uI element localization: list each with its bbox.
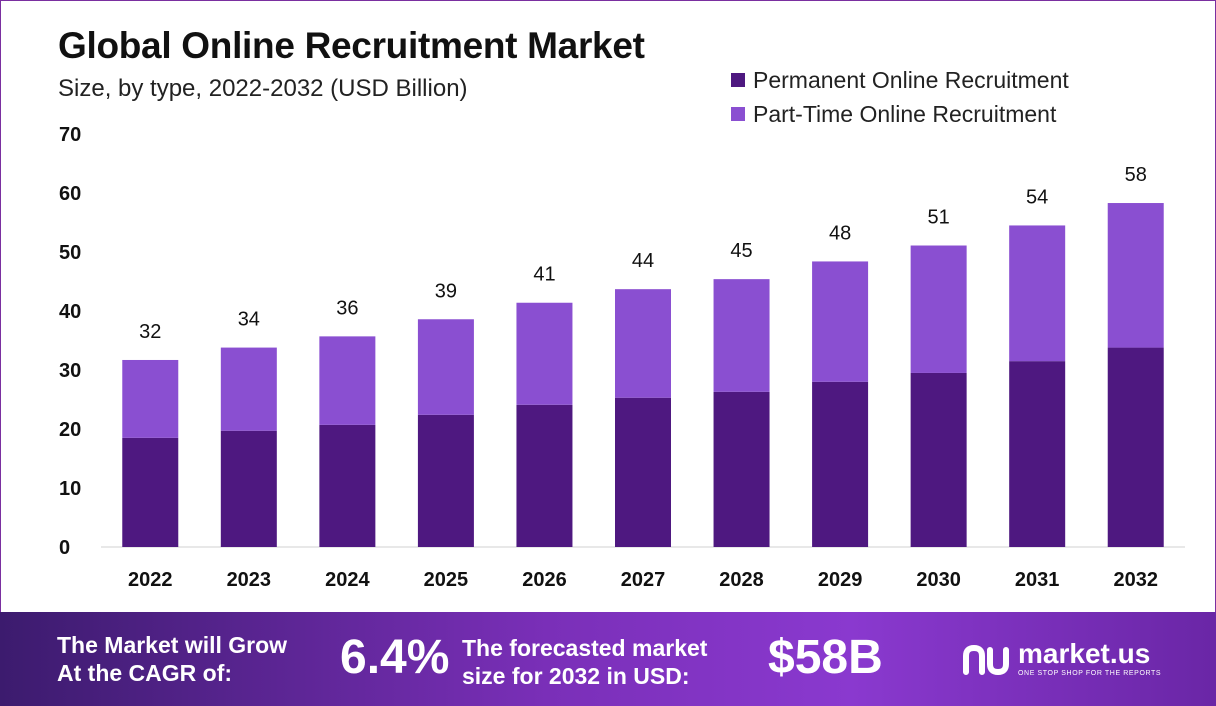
x-tick-label-2022: 2022 [128, 569, 173, 591]
legend: Permanent Online Recruitment Part-Time O… [731, 63, 1069, 131]
bar-permanent-2032 [1107, 347, 1164, 547]
x-tick-label-2023: 2023 [227, 569, 272, 591]
y-tick-label-60: 60 [59, 183, 81, 205]
bar-permanent-2022 [122, 437, 179, 547]
bar-part-time-2026 [516, 302, 573, 405]
bar-part-time-2025 [417, 319, 474, 415]
y-tick-label-10: 10 [59, 478, 81, 500]
bar-total-label-2032: 58 [1125, 164, 1147, 186]
bar-total-label-2022: 32 [139, 321, 161, 343]
legend-item-permanent: Permanent Online Recruitment [731, 63, 1069, 97]
bar-permanent-2027 [615, 397, 671, 547]
bar-part-time-2028 [713, 279, 770, 392]
forecast-caption-line2: size for 2032 in USD: [462, 663, 690, 689]
bar-part-time-2030 [910, 245, 967, 373]
y-tick-label-50: 50 [59, 242, 81, 264]
x-tick-label-2030: 2030 [916, 569, 961, 591]
forecast-caption-line1: The forecasted market [462, 635, 708, 661]
bar-part-time-2029 [812, 261, 869, 382]
x-tick-label-2032: 2032 [1113, 569, 1158, 591]
x-tick-label-2029: 2029 [818, 569, 863, 591]
cagr-caption-line1: The Market will Grow [57, 632, 288, 658]
bar-part-time-2027 [615, 289, 671, 398]
bar-permanent-2029 [812, 381, 869, 547]
brand-tagline: ONE STOP SHOP FOR THE REPORTS [1018, 670, 1162, 677]
market-us-logo-icon [963, 644, 1009, 675]
bar-permanent-2024 [319, 424, 376, 547]
footer-banner: The Market will Grow At the CAGR of: 6.4… [0, 612, 1216, 706]
bar-total-label-2023: 34 [238, 309, 260, 331]
bar-part-time-2024 [319, 336, 376, 425]
y-tick-label-30: 30 [59, 360, 81, 382]
x-tick-label-2025: 2025 [424, 569, 469, 591]
y-tick-label-70: 70 [59, 124, 81, 146]
x-tick-label-2024: 2024 [325, 569, 370, 591]
brand-logo[interactable]: market.us ONE STOP SHOP FOR THE REPORTS [962, 640, 1161, 677]
legend-label-permanent: Permanent Online Recruitment [753, 66, 1069, 93]
cagr-caption-line2: At the CAGR of: [57, 660, 233, 686]
bar-part-time-2022 [122, 359, 179, 438]
cagr-value: 6.4% [340, 631, 450, 684]
y-tick-label-40: 40 [59, 301, 81, 323]
bar-permanent-2031 [1009, 361, 1066, 547]
bar-part-time-2032 [1107, 203, 1164, 348]
stacked-bar-chart: 0102030405060703220223420233620243920254… [59, 124, 1185, 591]
bar-total-label-2030: 51 [928, 207, 950, 229]
bar-part-time-2023 [220, 347, 277, 431]
bar-total-label-2027: 44 [632, 250, 654, 272]
bar-permanent-2030 [910, 372, 967, 547]
bar-total-label-2029: 48 [829, 222, 851, 244]
legend-swatch-permanent [731, 73, 745, 87]
bar-total-label-2026: 41 [533, 264, 555, 286]
bar-total-label-2025: 39 [435, 280, 457, 302]
bar-total-label-2031: 54 [1026, 186, 1048, 208]
y-tick-label-0: 0 [59, 537, 70, 559]
forecast-value: $58B [768, 631, 883, 684]
chart-subtitle: Size, by type, 2022-2032 (USD Billion) [58, 75, 468, 102]
y-tick-label-20: 20 [59, 419, 81, 441]
bar-permanent-2023 [220, 430, 277, 547]
x-tick-label-2028: 2028 [719, 569, 764, 591]
bar-permanent-2025 [417, 414, 474, 547]
brand-name: market.us [1018, 638, 1151, 669]
bar-total-label-2028: 45 [730, 240, 752, 262]
x-tick-label-2027: 2027 [621, 569, 666, 591]
bar-permanent-2026 [516, 404, 573, 547]
legend-item-part-time: Part-Time Online Recruitment [731, 97, 1069, 131]
x-tick-label-2026: 2026 [522, 569, 567, 591]
bar-permanent-2028 [713, 391, 770, 547]
bar-part-time-2031 [1009, 225, 1066, 362]
bar-total-label-2024: 36 [336, 297, 358, 319]
x-tick-label-2031: 2031 [1015, 569, 1060, 591]
forecast-caption: The forecasted market size for 2032 in U… [462, 634, 707, 690]
legend-label-part-time: Part-Time Online Recruitment [753, 100, 1057, 127]
cagr-caption: The Market will Grow At the CAGR of: [57, 631, 287, 687]
legend-swatch-part-time [731, 107, 745, 121]
chart-title: Global Online Recruitment Market [58, 25, 645, 66]
